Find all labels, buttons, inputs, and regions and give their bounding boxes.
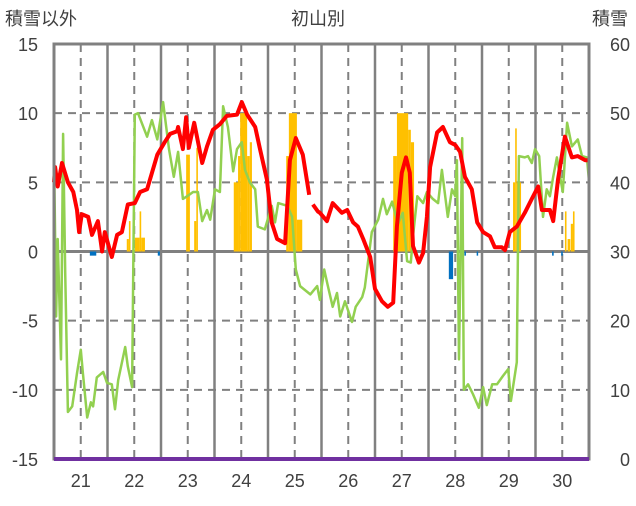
right-tick-label: 20 [610, 312, 630, 332]
orange-bar [296, 219, 303, 252]
blue-bar [552, 251, 554, 256]
blue-bar [561, 251, 563, 256]
left-tick-label: -15 [12, 450, 38, 470]
right-tick-label: 0 [620, 450, 630, 470]
x-tick-label: 23 [178, 471, 198, 491]
red-line [311, 125, 589, 309]
blue-bar [476, 251, 479, 256]
right-tick-label: 30 [610, 243, 630, 263]
left-tick-label: 5 [28, 173, 38, 193]
blue-bar [448, 251, 454, 280]
right-tick-label: 50 [610, 104, 630, 124]
x-tick-label: 24 [231, 471, 251, 491]
blue-bar [157, 251, 160, 256]
left-tick-label: 0 [28, 243, 38, 263]
blue-bar [464, 251, 466, 256]
orange-bar [572, 211, 575, 252]
x-tick-label: 28 [445, 471, 465, 491]
x-tick-label: 25 [285, 471, 305, 491]
orange-bar [238, 156, 241, 252]
orange-bar [247, 156, 250, 252]
orange-bar [240, 113, 248, 252]
orange-bar [186, 154, 190, 252]
right-tick-label: 10 [610, 381, 630, 401]
x-tick-label: 29 [499, 471, 519, 491]
x-tick-label: 27 [392, 471, 412, 491]
orange-bar [139, 211, 142, 252]
right-tick-label: 60 [610, 35, 630, 55]
left-tick-label: -5 [22, 312, 38, 332]
left-axis-title: 積雪以外 [5, 9, 77, 30]
right-tick-label: 40 [610, 173, 630, 193]
orange-bar [249, 142, 252, 252]
orange-bar [128, 221, 131, 252]
orange-bar [141, 237, 145, 252]
left-tick-label: 10 [18, 104, 38, 124]
green-line [52, 100, 591, 419]
orange-bar [126, 239, 129, 252]
x-tick-label: 21 [71, 471, 91, 491]
orange-bar [570, 223, 573, 252]
x-tick-label: 26 [338, 471, 358, 491]
orange-bar [513, 182, 516, 252]
chart-title: 初山別 [291, 9, 345, 30]
x-tick-label: 22 [124, 471, 144, 491]
orange-bar [515, 128, 517, 252]
orange-bar [233, 182, 239, 252]
gridlines [54, 44, 589, 459]
orange-bar [567, 239, 571, 252]
orange-bar [564, 211, 567, 252]
orange-bar [288, 113, 297, 252]
left-tick-label: 15 [18, 35, 38, 55]
orange-bar [134, 237, 140, 252]
x-tick-label: 30 [552, 471, 572, 491]
plot-frame [52, 42, 591, 461]
red-line [52, 100, 312, 259]
left-tick-label: -10 [12, 381, 38, 401]
blue-bar [89, 251, 97, 256]
orange-bar [196, 147, 198, 252]
right-axis-title: 積雪 [592, 9, 628, 30]
orange-bar [393, 156, 397, 252]
orange-bar [194, 221, 197, 252]
